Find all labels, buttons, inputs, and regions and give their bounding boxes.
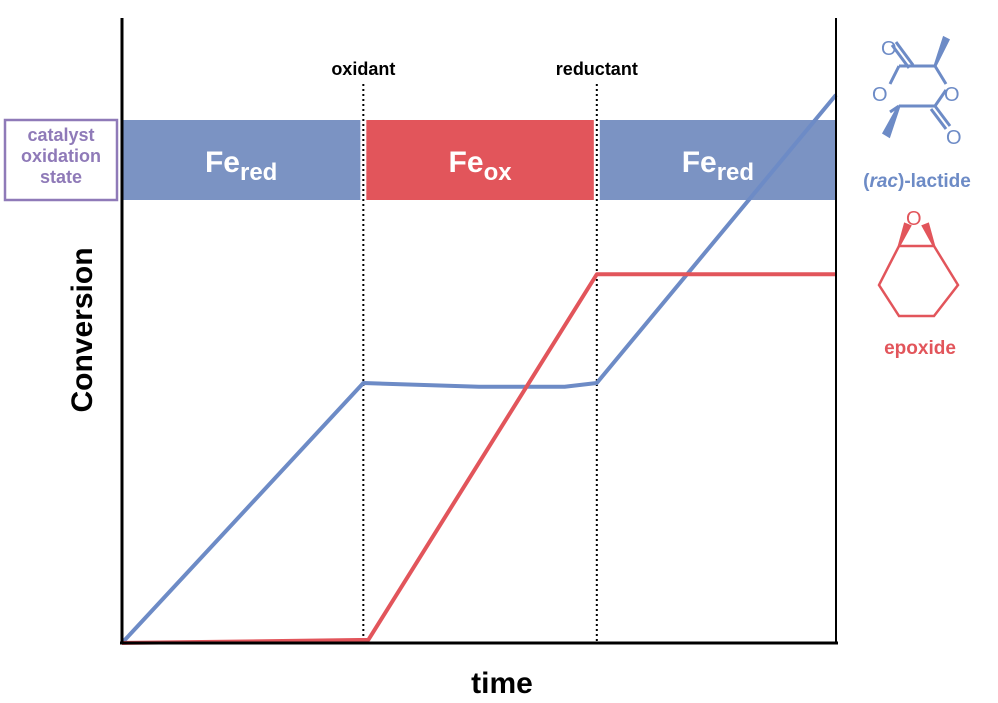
lactide-structure-icon: O O O O xyxy=(872,35,962,149)
event-label-oxidant: oxidant xyxy=(331,59,395,79)
legend-lactide: (rac)-lactide xyxy=(863,171,971,192)
series-line-lactide xyxy=(120,93,838,645)
state-band-red xyxy=(599,120,836,200)
event-label-reductant: reductant xyxy=(556,59,638,79)
state-label-red: Fered xyxy=(205,146,277,186)
legend-epoxide: epoxide xyxy=(884,338,956,359)
svg-text:O: O xyxy=(906,208,922,230)
svg-text:O: O xyxy=(881,38,897,60)
x-axis-label: time xyxy=(471,667,533,700)
state-band-ox xyxy=(366,120,594,200)
epoxide-structure-icon: O xyxy=(877,208,960,318)
series-line-epoxide xyxy=(121,272,836,645)
state-label-red: Fered xyxy=(682,146,754,186)
band-label: catalyst oxidation state xyxy=(21,125,101,187)
state-band-red xyxy=(122,120,361,200)
state-label-ox: Feox xyxy=(449,146,513,186)
svg-text:O: O xyxy=(872,84,888,106)
svg-text:O: O xyxy=(946,127,962,149)
svg-text:O: O xyxy=(944,84,960,106)
band-label-box xyxy=(3,118,119,202)
y-axis-label: Conversion xyxy=(66,247,99,412)
